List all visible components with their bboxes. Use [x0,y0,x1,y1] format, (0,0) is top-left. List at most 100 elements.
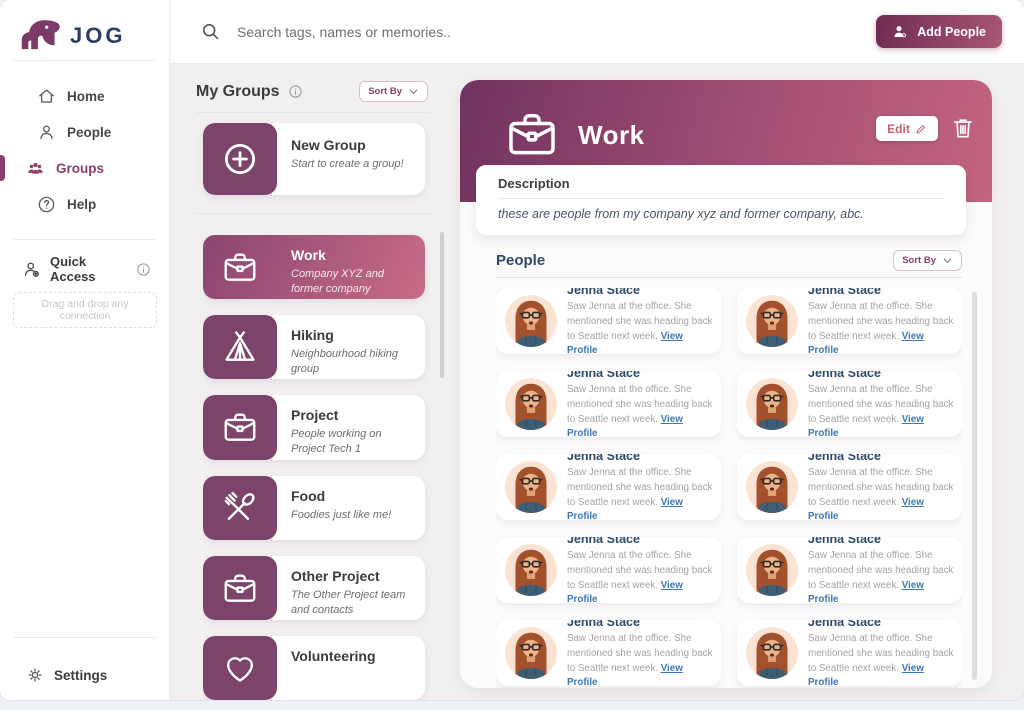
sidebar-item-help[interactable]: Help [0,186,169,222]
view-profile-link[interactable]: View Profile [808,579,924,604]
delete-group-button[interactable] [950,114,976,142]
home-icon [37,87,56,106]
person-card[interactable]: Jenna Stace Saw Jenna at the office. She… [496,537,721,603]
view-profile-link[interactable]: View Profile [567,413,683,438]
view-profile-link[interactable]: View Profile [567,330,683,355]
person-name: Jenna Stace [808,620,881,630]
group-card-volunteering[interactable]: Volunteering [203,635,425,700]
add-people-button[interactable]: Add People [876,15,1002,48]
person-plus-icon [22,260,41,279]
person-card[interactable]: Jenna Stace Saw Jenna at the office. She… [737,454,962,520]
description-card: Description these are people from my com… [476,165,966,235]
sidebar-item-people[interactable]: People [0,114,169,150]
person-card[interactable]: Jenna Stace Saw Jenna at the office. She… [496,620,721,686]
divider [496,277,962,278]
person-card[interactable]: Jenna Stace Saw Jenna at the office. She… [737,537,962,603]
view-profile-link[interactable]: View Profile [808,496,924,521]
sort-by-label: Sort By [368,86,402,97]
group-card-other-project[interactable]: Other Project The Other Project team and… [203,555,425,620]
avatar [505,627,557,679]
person-card[interactable]: Jenna Stace Saw Jenna at the office. She… [737,288,962,354]
sidebar-item-groups[interactable]: Groups [0,150,169,186]
add-people-label: Add People [917,24,986,39]
avatar [746,295,798,347]
view-profile-link[interactable]: View Profile [567,662,683,687]
person-memory: Saw Jenna at the office. She mentioned s… [808,383,954,437]
avatar [505,544,557,596]
view-profile-link[interactable]: View Profile [808,662,924,687]
sidebar-item-label: Help [67,196,97,212]
avatar [505,461,557,513]
group-icon-tile [203,235,277,299]
search-bar[interactable] [170,21,876,42]
pencil-icon [915,123,927,135]
sidebar-item-label: Groups [56,160,105,176]
divider [196,112,430,113]
edit-group-button[interactable]: Edit [876,116,938,141]
new-group-subtitle: Start to create a group! [291,158,404,170]
person-card[interactable]: Jenna Stace Saw Jenna at the office. She… [737,371,962,437]
new-group-card[interactable]: New Group Start to create a group! [203,123,425,195]
avatar [746,544,798,596]
groups-sort-by-button[interactable]: Sort By [359,81,428,102]
chevron-down-icon [942,255,953,266]
groups-scrollbar[interactable] [440,232,444,378]
active-indicator [0,155,5,181]
person-card[interactable]: Jenna Stace Saw Jenna at the office. She… [496,371,721,437]
sidebar-item-settings[interactable]: Settings [0,660,107,690]
sort-by-label: Sort By [902,255,936,266]
person-card[interactable]: Jenna Stace Saw Jenna at the office. She… [737,620,962,686]
quick-access-label: Quick Access [50,254,96,284]
trash-icon [950,115,976,141]
topbar: Add People [170,0,1024,64]
person-card[interactable]: Jenna Stace Saw Jenna at the office. She… [496,288,721,354]
group-card-hiking[interactable]: Hiking Neighbourhood hiking group [203,315,425,380]
person-name: Jenna Stace [808,288,881,298]
group-icon-tile [203,475,277,540]
person-card[interactable]: Jenna Stace Saw Jenna at the office. She… [496,454,721,520]
new-group-title: New Group [291,137,366,153]
edit-label: Edit [887,121,910,136]
quick-access-header: Quick Access [0,254,169,284]
person-memory: Saw Jenna at the office. She mentioned s… [567,466,713,520]
group-card-project[interactable]: Project People working on Project Tech 1 [203,395,425,460]
person-memory: Saw Jenna at the office. She mentioned s… [808,549,954,603]
person-memory: Saw Jenna at the office. She mentioned s… [808,466,954,520]
avatar [746,378,798,430]
my-groups-panel: My Groups Sort By [170,64,460,700]
group-card-subtitle: People working on Project Tech 1 [291,428,382,456]
view-profile-link[interactable]: View Profile [808,413,924,438]
group-card-title: Hiking [291,327,334,344]
person-memory: Saw Jenna at the office. She mentioned s… [567,632,713,686]
search-icon [200,21,221,42]
group-card-food[interactable]: Food Foodies just like me! [203,475,425,540]
group-icon-tile [203,315,277,380]
group-card-subtitle: The Other Project team and contacts [291,588,406,616]
group-detail-panel: Work Edit Description [460,80,992,688]
person-name: Jenna Stace [567,454,640,464]
person-name: Jenna Stace [567,537,640,547]
avatar [746,461,798,513]
group-title: Work [578,120,645,150]
avatar [746,627,798,679]
briefcase-icon [221,248,259,286]
people-scrollbar[interactable] [972,292,977,680]
description-heading: Description [498,176,570,191]
info-icon[interactable] [288,84,303,99]
view-profile-link[interactable]: View Profile [567,579,683,604]
my-groups-title: My Groups [196,82,280,100]
info-icon[interactable] [136,262,151,277]
person-memory: Saw Jenna at the office. She mentioned s… [567,383,713,437]
people-sort-by-button[interactable]: Sort By [893,250,962,271]
divider [196,213,430,214]
view-profile-link[interactable]: View Profile [808,330,924,355]
people-list: Jenna Stace Saw Jenna at the office. She… [496,288,962,688]
quick-access-dropzone[interactable]: Drag and drop any connection [13,292,157,328]
sidebar-item-home[interactable]: Home [0,78,169,114]
view-profile-link[interactable]: View Profile [567,496,683,521]
group-card-work[interactable]: Work Company XYZ and former company [203,235,425,300]
person-name: Jenna Stace [808,454,881,464]
group-icon-tile [203,395,277,460]
search-input[interactable] [237,23,657,40]
